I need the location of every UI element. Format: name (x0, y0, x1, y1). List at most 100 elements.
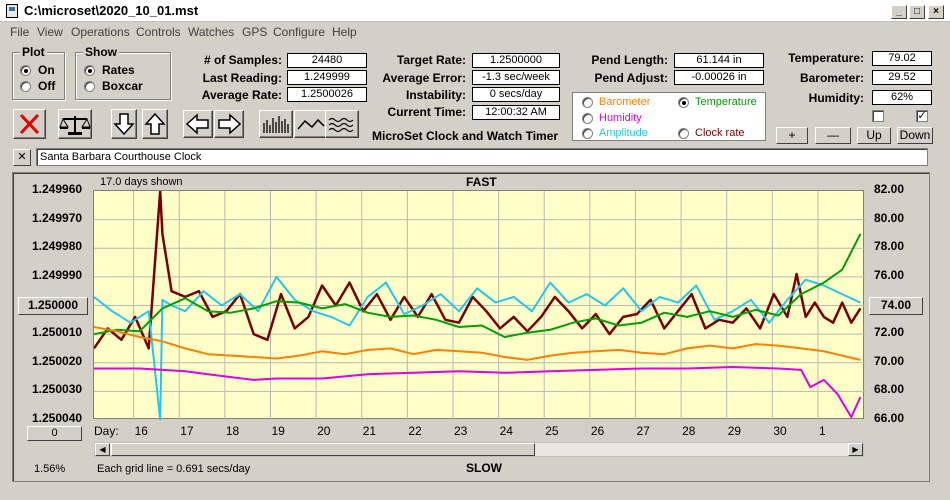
x-axis-tick: 19 (271, 424, 285, 438)
pend-length-label: Pend Length: (591, 53, 668, 67)
slow-label: SLOW (466, 461, 502, 475)
instability-value: 0 secs/day (472, 87, 560, 102)
menu-gps[interactable]: GPS (242, 25, 268, 39)
plus-button[interactable]: + (776, 127, 808, 144)
menu-configure[interactable]: Configure (273, 25, 326, 39)
plot-on-radio[interactable] (20, 65, 31, 76)
clock-rate-radio[interactable] (678, 128, 689, 139)
temperature-radio[interactable] (678, 97, 689, 108)
x-axis-tick: 25 (545, 424, 559, 438)
arrow-left-button[interactable] (183, 110, 213, 138)
menu-bar: File View Operations Controls Watches GP… (0, 22, 950, 42)
target-rate-value: 1.2500000 (472, 53, 560, 68)
app-name-label: MicroSet Clock and Watch Timer (372, 129, 559, 143)
samples-value: 24480 (287, 53, 367, 68)
last-reading-value: 1.249999 (287, 70, 367, 85)
arrow-down-button[interactable] (111, 109, 137, 139)
x-axis-tick: 26 (590, 424, 605, 438)
maximize-icon[interactable]: □ (909, 5, 925, 19)
left-axis-tick: 1.249980 (32, 239, 83, 254)
pend-adjust-value: -0.00026 in (674, 70, 764, 85)
x-axis-tick: 24 (499, 424, 513, 438)
last-reading-label: Last Reading: (202, 71, 282, 85)
arrow-up-button[interactable] (142, 109, 168, 139)
right-center-button[interactable]: 74.00 (869, 297, 923, 315)
average-rate-label: Average Rate: (201, 88, 282, 102)
barometer-value: 29.52 (872, 70, 932, 85)
left-axis-tick: 1.249960 (32, 182, 83, 196)
arrow-right-button[interactable] (214, 110, 244, 138)
left-center-button[interactable]: 1.250000 (18, 297, 88, 315)
plot-frame (12, 172, 930, 482)
show-rates-radio[interactable] (84, 65, 95, 76)
balance-button[interactable] (58, 109, 92, 139)
barometer-option-label: Barometer (599, 96, 651, 108)
right-checkbox[interactable]: ✓ (916, 110, 928, 122)
menu-watches[interactable]: Watches (188, 25, 235, 39)
stop-x-icon (19, 113, 40, 135)
x-axis-tick: 17 (180, 424, 194, 438)
title-bar: C:\microset\2020_10_01.mst _ □ × (0, 0, 950, 22)
time-scrollbar[interactable]: ◀ ▶ (94, 442, 864, 457)
barometer-label: Barometer: (799, 71, 864, 85)
x-axis-tick: 18 (225, 424, 240, 438)
series-humidity (94, 366, 862, 419)
line-graph-icon (297, 118, 325, 130)
plot-on-label: On (38, 63, 55, 77)
menu-operations[interactable]: Operations (71, 25, 130, 39)
minus-button[interactable]: — (815, 127, 851, 144)
days-shown-label: 17.0 days shown (100, 176, 183, 188)
temperature-value: 79.02 (872, 51, 932, 66)
zero-button[interactable]: 0 (27, 426, 82, 441)
right-axis-tick: 82.00 (874, 182, 905, 196)
bar-graph-icon (263, 116, 289, 133)
right-axis-tick: 76.00 (874, 267, 905, 282)
series-amplitude (94, 275, 861, 420)
clock-name-field[interactable]: Santa Barbara Courthouse Clock (36, 148, 928, 166)
x-axis-tick: 1 (818, 424, 826, 438)
bar-graph-button[interactable] (259, 110, 293, 138)
percent-label: 1.56% (34, 463, 66, 475)
menu-file[interactable]: File (10, 25, 30, 39)
line-graph-button[interactable] (294, 110, 328, 138)
close-icon[interactable]: × (928, 5, 944, 19)
menu-help[interactable]: Help (332, 25, 357, 39)
humidity-value: 62% (872, 90, 932, 105)
average-error-label: Average Error: (382, 71, 466, 85)
left-checkbox[interactable] (872, 110, 884, 122)
scroll-left-icon[interactable]: ◀ (95, 443, 110, 456)
show-rates-label: Rates (102, 63, 135, 77)
close-clock-button[interactable]: ✕ (13, 149, 31, 166)
left-axis-tick: 1.250020 (32, 353, 83, 368)
current-time-value: 12:00:32 AM (472, 105, 560, 120)
right-axis-tick: 70.00 (874, 353, 905, 368)
window-title: C:\microset\2020_10_01.mst (24, 3, 199, 18)
menu-controls[interactable]: Controls (136, 25, 181, 39)
x-axis-tick: 23 (453, 424, 468, 438)
arrow-right-icon (218, 113, 242, 135)
down-button[interactable]: Down (897, 127, 933, 144)
plot-off-label: Off (38, 79, 56, 93)
minimize-icon[interactable]: _ (891, 5, 907, 19)
scroll-right-icon[interactable]: ▶ (848, 443, 863, 456)
humidity-option-label: Humidity (599, 112, 642, 124)
humidity-radio[interactable] (582, 113, 593, 124)
right-axis-tick: 80.00 (874, 210, 905, 225)
pend-length-value: 61.144 in (674, 53, 764, 68)
left-axis-tick: 1.250030 (32, 382, 83, 397)
series-temperature (94, 233, 862, 338)
plot-off-radio[interactable] (20, 81, 31, 92)
stop-button[interactable] (13, 109, 46, 139)
wave-graph-button[interactable] (325, 110, 359, 138)
right-axis-tick: 78.00 (874, 239, 905, 254)
scroll-thumb[interactable] (111, 443, 535, 456)
show-boxcar-radio[interactable] (84, 81, 95, 92)
grid-note-label: Each grid line = 0.691 secs/day (97, 463, 251, 475)
barometer-radio[interactable] (582, 97, 593, 108)
temperature-label: Temperature: (788, 51, 864, 65)
x-axis-tick: 20 (317, 424, 331, 438)
menu-view[interactable]: View (37, 25, 63, 39)
amplitude-radio[interactable] (582, 128, 593, 139)
average-rate-value: 1.2500026 (287, 87, 367, 102)
up-button[interactable]: Up (857, 127, 891, 144)
